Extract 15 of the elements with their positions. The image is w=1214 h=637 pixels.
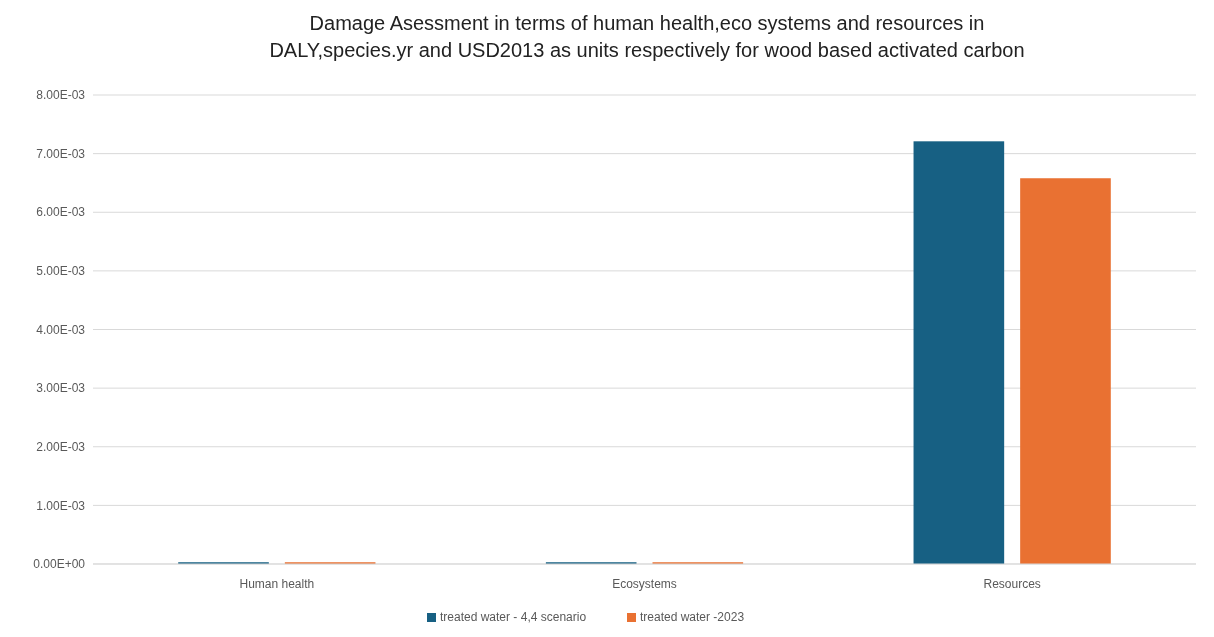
y-tick-label: 0.00E+00 (33, 557, 86, 572)
y-tick-label: 3.00E-03 (36, 381, 86, 396)
legend-label: treated water -2023 (640, 610, 745, 624)
y-tick-label: 7.00E-03 (36, 146, 86, 161)
legend-label: treated water - 4,4 scenario (440, 610, 587, 624)
y-tick-label: 8.00E-03 (36, 88, 86, 103)
x-tick-label: Human health (239, 577, 315, 591)
y-tick-label: 4.00E-03 (36, 322, 86, 337)
x-tick-label: Resources (983, 577, 1041, 591)
y-tick-label: 2.00E-03 (36, 439, 86, 454)
y-tick-label: 1.00E-03 (36, 498, 86, 513)
y-tick-label: 6.00E-03 (36, 205, 86, 220)
y-tick-label: 5.00E-03 (36, 264, 86, 279)
chart-title: Damage Asessment in terms of human health,eco systems and resources in DALY,species.yr and USD2013 as units respectively for wood based activated carbon (269, 12, 1025, 61)
x-tick-label: Ecosystems (612, 577, 677, 591)
